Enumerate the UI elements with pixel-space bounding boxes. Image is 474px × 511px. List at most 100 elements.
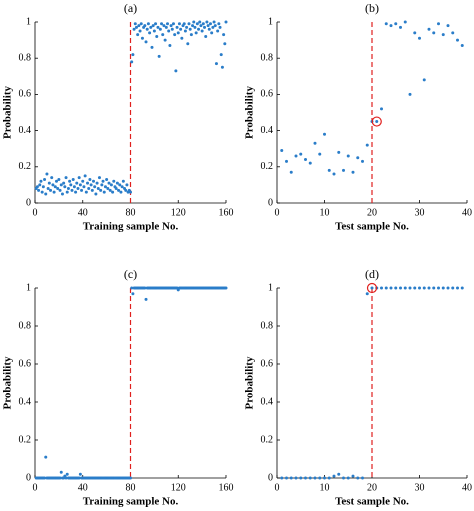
- point: [218, 25, 222, 29]
- point: [35, 185, 39, 189]
- point: [106, 187, 110, 191]
- point: [143, 286, 147, 290]
- point: [200, 29, 204, 33]
- point: [111, 190, 115, 194]
- y-tick-label: 0.4: [261, 125, 274, 136]
- point: [161, 33, 165, 37]
- point: [294, 476, 298, 480]
- point: [45, 172, 49, 176]
- point: [460, 286, 464, 290]
- point: [323, 132, 326, 136]
- point: [125, 183, 129, 187]
- x-tick-label: 0: [275, 207, 280, 218]
- point: [192, 20, 196, 24]
- point: [50, 176, 54, 180]
- x-tick-label: 40: [78, 482, 88, 493]
- point: [68, 179, 72, 183]
- point: [337, 472, 341, 476]
- point: [356, 156, 360, 160]
- point: [119, 190, 123, 194]
- point: [146, 22, 150, 26]
- y-tick-label: 0.4: [261, 396, 274, 407]
- point: [152, 29, 156, 33]
- point: [220, 65, 224, 69]
- point: [95, 181, 99, 185]
- point: [224, 20, 228, 24]
- point: [180, 36, 184, 40]
- point: [318, 476, 322, 480]
- y-tick-label: 1: [26, 16, 31, 27]
- point: [139, 22, 143, 26]
- point: [174, 69, 178, 73]
- point: [54, 179, 58, 183]
- point: [115, 181, 119, 185]
- point: [313, 476, 317, 480]
- point: [124, 188, 128, 192]
- y-tick-label: 0: [268, 197, 273, 208]
- point: [408, 92, 412, 96]
- point: [138, 29, 142, 33]
- point: [193, 25, 197, 29]
- y-tick-label: 0.6: [19, 89, 32, 100]
- point: [327, 476, 331, 480]
- y-tick-label: 0: [268, 472, 273, 483]
- x-tick-label: 0: [33, 482, 38, 493]
- point: [342, 476, 345, 480]
- x-tick-label: 120: [171, 482, 186, 493]
- point: [183, 29, 187, 33]
- point: [72, 185, 76, 189]
- point: [60, 192, 64, 196]
- y-tick-label: 0.4: [19, 125, 32, 136]
- point: [451, 31, 455, 35]
- point: [456, 286, 459, 290]
- point: [332, 474, 336, 478]
- point: [143, 24, 147, 28]
- point: [82, 185, 86, 189]
- point: [432, 286, 436, 290]
- point: [318, 152, 322, 156]
- point: [413, 286, 417, 290]
- point: [427, 27, 431, 31]
- point: [91, 179, 95, 183]
- point: [78, 183, 82, 187]
- point: [182, 22, 186, 26]
- y-axis-label: Probability: [2, 356, 14, 409]
- point: [408, 286, 412, 290]
- panel-title: (a): [124, 1, 137, 15]
- point: [214, 62, 218, 66]
- point: [210, 31, 214, 35]
- point: [380, 107, 383, 111]
- point: [117, 188, 121, 192]
- point: [389, 24, 393, 28]
- x-tick-label: 10: [320, 482, 330, 493]
- point: [166, 22, 170, 26]
- point: [77, 476, 81, 480]
- point: [173, 33, 177, 37]
- point: [203, 25, 207, 29]
- point: [64, 176, 68, 180]
- point: [304, 476, 307, 480]
- point: [136, 33, 140, 37]
- point: [422, 78, 426, 82]
- point: [49, 188, 53, 192]
- point: [177, 22, 181, 26]
- x-tick-label: 120: [171, 207, 186, 218]
- point: [66, 187, 70, 191]
- x-axis-label: Test sample No.: [335, 221, 409, 233]
- y-tick-label: 0.6: [261, 358, 274, 369]
- point: [94, 192, 98, 196]
- point: [422, 286, 426, 290]
- point: [194, 31, 198, 35]
- x-tick-label: 30: [415, 482, 425, 493]
- point: [216, 29, 220, 33]
- point: [308, 161, 312, 165]
- point: [380, 286, 383, 290]
- point: [308, 476, 312, 480]
- point: [157, 54, 161, 58]
- point: [70, 188, 74, 192]
- x-tick-label: 40: [462, 207, 472, 218]
- point: [171, 22, 175, 26]
- point: [75, 181, 79, 185]
- point: [219, 53, 223, 57]
- point: [43, 476, 47, 480]
